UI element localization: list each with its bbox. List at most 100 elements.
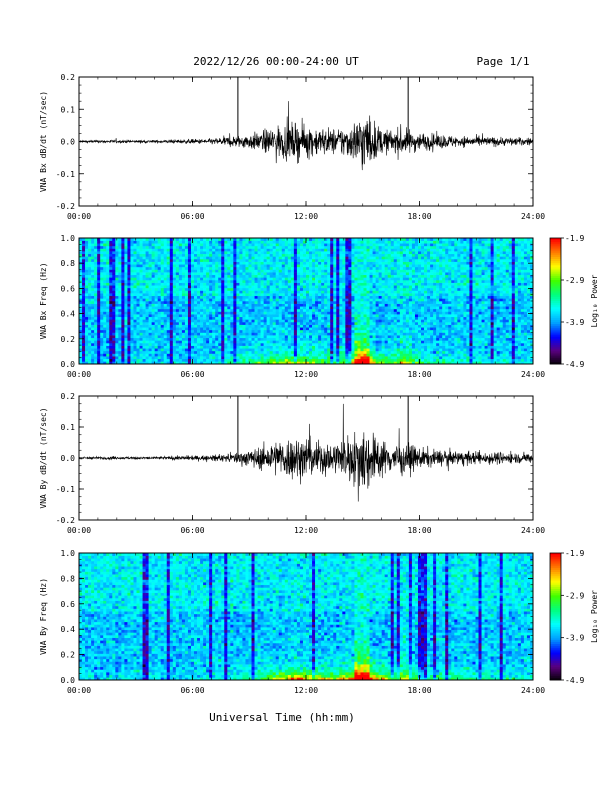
spectrogram-cell	[302, 293, 307, 297]
spectrogram-cell	[184, 282, 189, 286]
spectrogram-cell	[184, 266, 189, 270]
spectrogram-cell	[88, 256, 92, 260]
spectrogram-cell	[290, 298, 295, 302]
spectrogram-cell	[296, 264, 301, 268]
spectrogram-cell	[160, 272, 165, 276]
spectrogram-cell	[299, 238, 304, 241]
spectrogram-cell	[118, 264, 122, 268]
spectrogram-cell	[287, 238, 292, 241]
spectrogram-cell	[354, 327, 358, 331]
spectrogram-cell	[321, 240, 325, 244]
spectrogram-cell	[206, 269, 210, 273]
spectrogram-cell	[206, 343, 210, 346]
spectrogram-cell	[175, 264, 180, 268]
spectrogram-cell	[366, 308, 370, 312]
spectrogram-cell	[272, 361, 277, 365]
spectrogram-cell	[281, 314, 286, 318]
spectrogram-cell	[306, 329, 310, 333]
spectrogram-cell	[242, 248, 246, 252]
spectrogram-cell	[284, 282, 289, 286]
spectrogram-cell	[172, 251, 177, 255]
spectrogram-cell	[184, 319, 189, 323]
spectrogram-cell	[333, 361, 337, 365]
spectrogram-cell	[309, 287, 313, 291]
spectrogram-cell	[236, 316, 240, 320]
spectrogram-cell	[309, 280, 313, 283]
spectrogram-cell	[284, 348, 289, 352]
spectrogram-cell	[312, 324, 316, 328]
spectrogram-cell	[230, 259, 234, 262]
spectrogram-cell	[106, 329, 110, 333]
spectrogram-cell	[148, 343, 152, 346]
spectrogram-cell	[139, 301, 143, 304]
spectrogram-cell	[299, 248, 304, 252]
spectrogram-cell	[160, 282, 165, 286]
spectrogram-cell	[103, 238, 107, 241]
spectrogram-cell	[357, 298, 361, 302]
spectrogram-cell	[218, 245, 222, 249]
spectrogram-cell	[360, 295, 364, 299]
spectrogram-cell	[124, 280, 128, 283]
spectrogram-cell	[309, 361, 313, 365]
spectrogram-cell	[181, 248, 186, 252]
spectrogram-cell	[257, 335, 261, 339]
spectrogram-cell	[218, 253, 222, 257]
spectrogram-cell	[218, 287, 222, 291]
spectrogram-cell	[130, 287, 134, 291]
spectrogram-cell	[206, 345, 210, 349]
spectrogram-cell	[302, 248, 307, 252]
spectrogram-cell	[79, 308, 83, 312]
spectrogram-cell	[278, 301, 283, 304]
spectrogram-cell	[384, 329, 389, 333]
spectrogram-cell	[91, 327, 95, 331]
spectrogram-cell	[148, 319, 152, 323]
spectrogram-cell	[190, 301, 195, 304]
spectrogram-cell	[257, 306, 261, 310]
spectrogram-cell	[272, 264, 277, 268]
spectrogram-cell	[157, 356, 162, 360]
spectrogram-cell	[97, 245, 101, 249]
spectrogram-cell	[366, 311, 370, 315]
spectrogram-cell	[187, 238, 192, 241]
spectrogram-cell	[203, 298, 207, 302]
spectrogram-cell	[157, 240, 162, 244]
spectrogram-cell	[233, 327, 237, 331]
spectrogram-cell	[121, 322, 125, 325]
spectrogram-cell	[366, 361, 370, 365]
spectrogram-cell	[354, 350, 358, 354]
spectrogram-cell	[169, 340, 174, 344]
spectrogram-cell	[348, 327, 352, 331]
spectrogram-cell	[187, 348, 192, 352]
spectrogram-cell	[315, 287, 319, 291]
x-tick-label: 18:00	[407, 212, 431, 221]
spectrogram-cell	[251, 245, 255, 249]
spectrogram-cell	[112, 243, 116, 247]
spectrogram-cell	[318, 272, 322, 276]
spectrogram-cell	[351, 311, 355, 315]
spectrogram-cell	[190, 308, 195, 312]
spectrogram-cell	[190, 253, 195, 257]
spectrogram-cell	[242, 295, 246, 299]
spectrogram-cell	[190, 303, 195, 307]
spectrogram-cell	[227, 332, 231, 336]
spectrogram-cell	[221, 314, 225, 318]
spectrogram-cell	[212, 248, 216, 252]
spectrogram-cell	[324, 345, 328, 349]
spectrogram-cell	[342, 259, 346, 262]
spectrogram-cell	[309, 353, 313, 357]
spectrogram-cell	[290, 272, 295, 276]
spectrogram-cell	[309, 274, 313, 278]
spectrogram-cell	[212, 316, 216, 320]
spectrogram-cell	[197, 340, 201, 344]
spectrogram-cell	[375, 259, 379, 262]
spectrogram-cell	[242, 348, 246, 352]
spectrogram-cell	[157, 348, 162, 352]
spectrogram-cell	[109, 282, 113, 286]
spectrogram-cell	[197, 287, 201, 291]
spectrogram-cell	[302, 253, 307, 257]
spectrogram-cell	[315, 256, 319, 260]
spectrogram-cell	[287, 266, 292, 270]
spectrogram-cell	[181, 358, 186, 362]
spectrogram-cell	[181, 340, 186, 344]
spectrogram-cell	[284, 343, 289, 346]
